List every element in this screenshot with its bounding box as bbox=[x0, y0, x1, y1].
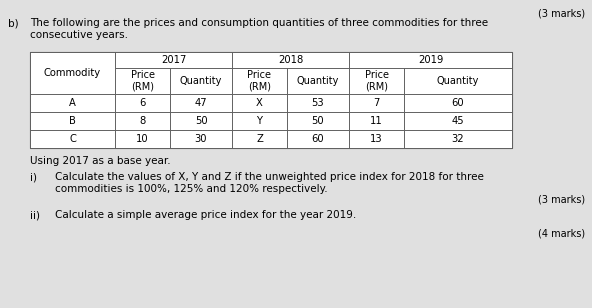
Bar bbox=[349, 68, 404, 94]
Text: 8: 8 bbox=[139, 116, 146, 126]
Text: 10: 10 bbox=[136, 134, 149, 144]
Text: (3 marks): (3 marks) bbox=[538, 8, 585, 18]
Text: 60: 60 bbox=[311, 134, 324, 144]
Bar bbox=[170, 94, 232, 112]
Text: 53: 53 bbox=[311, 98, 324, 108]
Text: Quantity: Quantity bbox=[297, 76, 339, 86]
Bar bbox=[115, 112, 170, 130]
Text: Calculate a simple average price index for the year 2019.: Calculate a simple average price index f… bbox=[55, 210, 356, 220]
Bar bbox=[170, 68, 232, 94]
Bar bbox=[115, 94, 170, 112]
Bar bbox=[232, 94, 287, 112]
Text: 47: 47 bbox=[195, 98, 207, 108]
Text: 2017: 2017 bbox=[161, 55, 186, 65]
Bar bbox=[115, 52, 232, 68]
Text: A: A bbox=[69, 98, 76, 108]
Bar bbox=[287, 112, 349, 130]
Bar bbox=[30, 52, 115, 94]
Bar bbox=[115, 130, 170, 148]
Bar bbox=[287, 68, 349, 94]
Text: Price
(RM): Price (RM) bbox=[365, 70, 388, 92]
Text: 30: 30 bbox=[195, 134, 207, 144]
Text: The following are the prices and consumption quantities of three commodities for: The following are the prices and consump… bbox=[30, 18, 488, 40]
Text: Y: Y bbox=[256, 116, 262, 126]
Bar bbox=[404, 68, 512, 94]
Text: Price
(RM): Price (RM) bbox=[130, 70, 155, 92]
Bar bbox=[349, 130, 404, 148]
Text: 7: 7 bbox=[374, 98, 379, 108]
Text: Quantity: Quantity bbox=[437, 76, 479, 86]
Bar bbox=[232, 68, 287, 94]
Text: Calculate the values of X, Y and Z if the unweighted price index for 2018 for th: Calculate the values of X, Y and Z if th… bbox=[55, 172, 484, 194]
Text: Quantity: Quantity bbox=[180, 76, 222, 86]
Text: 11: 11 bbox=[370, 116, 383, 126]
Bar bbox=[404, 112, 512, 130]
Bar bbox=[170, 130, 232, 148]
Bar bbox=[287, 130, 349, 148]
Text: Z: Z bbox=[256, 134, 263, 144]
Text: B: B bbox=[69, 116, 76, 126]
Text: X: X bbox=[256, 98, 263, 108]
Bar bbox=[30, 94, 115, 112]
Text: 32: 32 bbox=[452, 134, 464, 144]
Text: Using 2017 as a base year.: Using 2017 as a base year. bbox=[30, 156, 170, 166]
Text: 13: 13 bbox=[370, 134, 383, 144]
Text: 45: 45 bbox=[452, 116, 464, 126]
Text: 6: 6 bbox=[139, 98, 146, 108]
Bar bbox=[349, 112, 404, 130]
Bar bbox=[404, 94, 512, 112]
Text: 50: 50 bbox=[195, 116, 207, 126]
Text: Commodity: Commodity bbox=[44, 68, 101, 78]
Bar bbox=[349, 52, 512, 68]
Bar bbox=[170, 112, 232, 130]
Bar bbox=[115, 68, 170, 94]
Bar bbox=[404, 130, 512, 148]
Text: C: C bbox=[69, 134, 76, 144]
Bar bbox=[30, 130, 115, 148]
Bar bbox=[232, 52, 349, 68]
Text: ii): ii) bbox=[30, 210, 40, 220]
Text: 2019: 2019 bbox=[418, 55, 443, 65]
Text: b): b) bbox=[8, 18, 18, 28]
Text: Price
(RM): Price (RM) bbox=[247, 70, 272, 92]
Bar bbox=[30, 112, 115, 130]
Bar bbox=[232, 112, 287, 130]
Bar bbox=[232, 130, 287, 148]
Bar bbox=[287, 94, 349, 112]
Bar bbox=[30, 52, 512, 148]
Text: (4 marks): (4 marks) bbox=[538, 228, 585, 238]
Text: 2018: 2018 bbox=[278, 55, 303, 65]
Text: i): i) bbox=[30, 172, 37, 182]
Text: 50: 50 bbox=[311, 116, 324, 126]
Bar bbox=[349, 94, 404, 112]
Text: (3 marks): (3 marks) bbox=[538, 194, 585, 204]
Text: 60: 60 bbox=[452, 98, 464, 108]
